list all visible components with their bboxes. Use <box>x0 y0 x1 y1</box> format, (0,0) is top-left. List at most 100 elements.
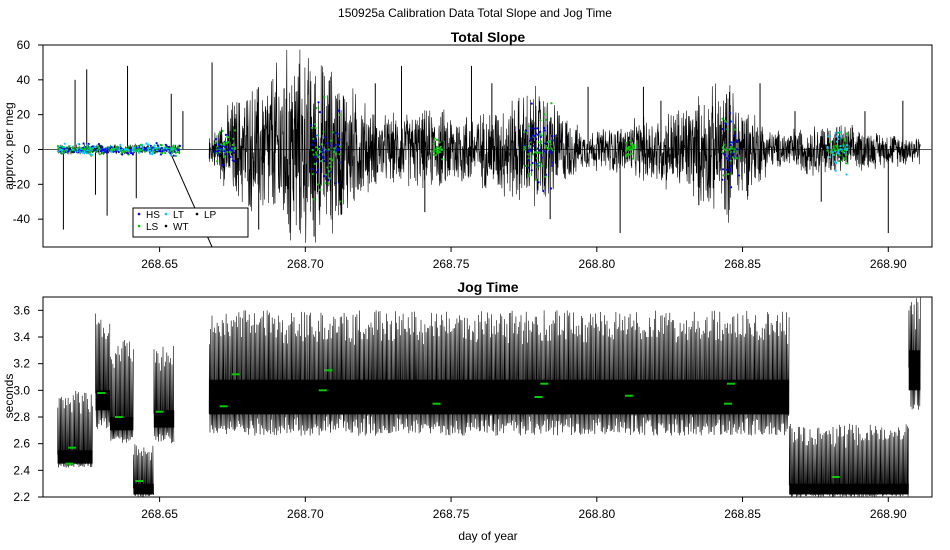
jog-time-line <box>153 345 175 444</box>
calibration-point <box>103 151 106 154</box>
series-total-slope <box>43 49 932 248</box>
calibration-point <box>231 149 234 152</box>
calibration-point <box>100 147 103 150</box>
calibration-point <box>530 163 533 166</box>
jog-time-band <box>908 350 921 391</box>
calibration-point <box>310 124 313 127</box>
calibration-point <box>63 142 66 145</box>
calibration-point <box>432 142 435 145</box>
calibration-point <box>544 151 547 154</box>
calibration-point <box>231 143 234 147</box>
calibration-point <box>338 200 341 203</box>
calibration-point <box>224 153 227 156</box>
jog-time-band <box>110 417 134 431</box>
calibration-point <box>226 135 229 138</box>
calibration-point <box>728 169 732 172</box>
legend-marker <box>137 212 141 216</box>
calibration-point <box>115 146 118 149</box>
calibration-point <box>532 153 535 156</box>
y-tick-label: 40 <box>17 73 31 87</box>
calibration-point <box>164 148 167 151</box>
calibration-point <box>838 154 842 157</box>
x-tick-label: 268.70 <box>287 257 324 271</box>
calibration-point <box>539 119 542 122</box>
calibration-point <box>625 149 628 152</box>
plot-frame-jog-time <box>42 296 933 498</box>
calibration-point <box>97 143 100 146</box>
calibration-point <box>141 144 144 147</box>
legend-marker <box>164 212 168 216</box>
calibration-point <box>315 153 318 156</box>
calibration-point <box>158 150 161 153</box>
calibration-point <box>172 146 175 149</box>
calibration-point <box>67 148 71 151</box>
calibration-point <box>225 141 228 145</box>
calibration-point <box>836 149 839 152</box>
calibration-point <box>523 130 526 134</box>
calibration-point <box>316 168 319 171</box>
y-tick-label: 3.4 <box>13 330 30 344</box>
calibration-point <box>221 129 224 133</box>
legend-box <box>132 207 249 238</box>
calibration-point <box>835 161 838 164</box>
calibration-point <box>546 141 549 144</box>
calibration-point <box>436 146 439 149</box>
calibration-point <box>325 142 328 145</box>
calibration-point <box>727 155 730 158</box>
calibration-point <box>161 150 164 153</box>
y-tick-label: 3.6 <box>13 303 30 317</box>
calibration-point <box>536 165 539 168</box>
calibration-point <box>317 156 320 159</box>
calibration-point <box>724 149 728 152</box>
calibration-point <box>333 150 336 153</box>
calibration-point <box>544 142 547 145</box>
calibration-point <box>119 143 122 146</box>
calibration-point <box>827 135 830 138</box>
calibration-point <box>537 147 540 150</box>
calibration-point <box>841 150 845 153</box>
calibration-point <box>126 150 129 153</box>
calibration-point <box>322 159 325 163</box>
legend-marker <box>164 224 168 228</box>
legend-label: WT <box>173 222 189 233</box>
calibration-point <box>112 150 115 153</box>
calibration-point <box>533 151 537 154</box>
calibration-point <box>325 149 328 152</box>
panel-jog-time: Jog Time seconds day of year 268.65 268.7… <box>2 279 933 543</box>
calibration-point <box>337 148 340 151</box>
calibration-point <box>726 128 729 131</box>
calibration-point <box>170 148 173 151</box>
calibration-point <box>843 138 846 141</box>
x-axis-label: day of year <box>458 529 517 543</box>
calibration-point <box>310 167 313 170</box>
y-tick-label: 2.2 <box>13 490 30 504</box>
calibration-point <box>148 146 151 149</box>
calibration-point <box>164 151 167 155</box>
calibration-point <box>729 159 732 162</box>
calibration-point <box>727 159 730 162</box>
calibration-point <box>551 161 554 164</box>
calibration-point <box>130 151 133 155</box>
calibration-point <box>733 128 737 131</box>
calibration-point <box>832 145 835 148</box>
calibration-point <box>88 150 91 153</box>
calibration-point <box>145 142 148 145</box>
panel-title-jog-time: Jog Time <box>457 279 518 295</box>
calibration-point <box>59 152 62 155</box>
jog-time-line <box>95 313 111 429</box>
calibration-point <box>314 126 317 129</box>
calibration-point <box>72 151 75 154</box>
calibration-point <box>436 138 439 141</box>
calibration-point <box>845 132 849 135</box>
calibration-point <box>338 153 341 156</box>
calibration-point <box>533 135 536 138</box>
calibration-point <box>316 183 320 186</box>
x-tick-label: 268.80 <box>578 257 615 271</box>
calibration-point <box>334 131 337 134</box>
legend-marker <box>195 212 199 216</box>
calibration-point <box>535 132 538 135</box>
calibration-point <box>311 149 314 152</box>
calibration-point <box>313 162 316 165</box>
calibration-point <box>550 102 553 105</box>
calibration-point <box>536 163 539 166</box>
